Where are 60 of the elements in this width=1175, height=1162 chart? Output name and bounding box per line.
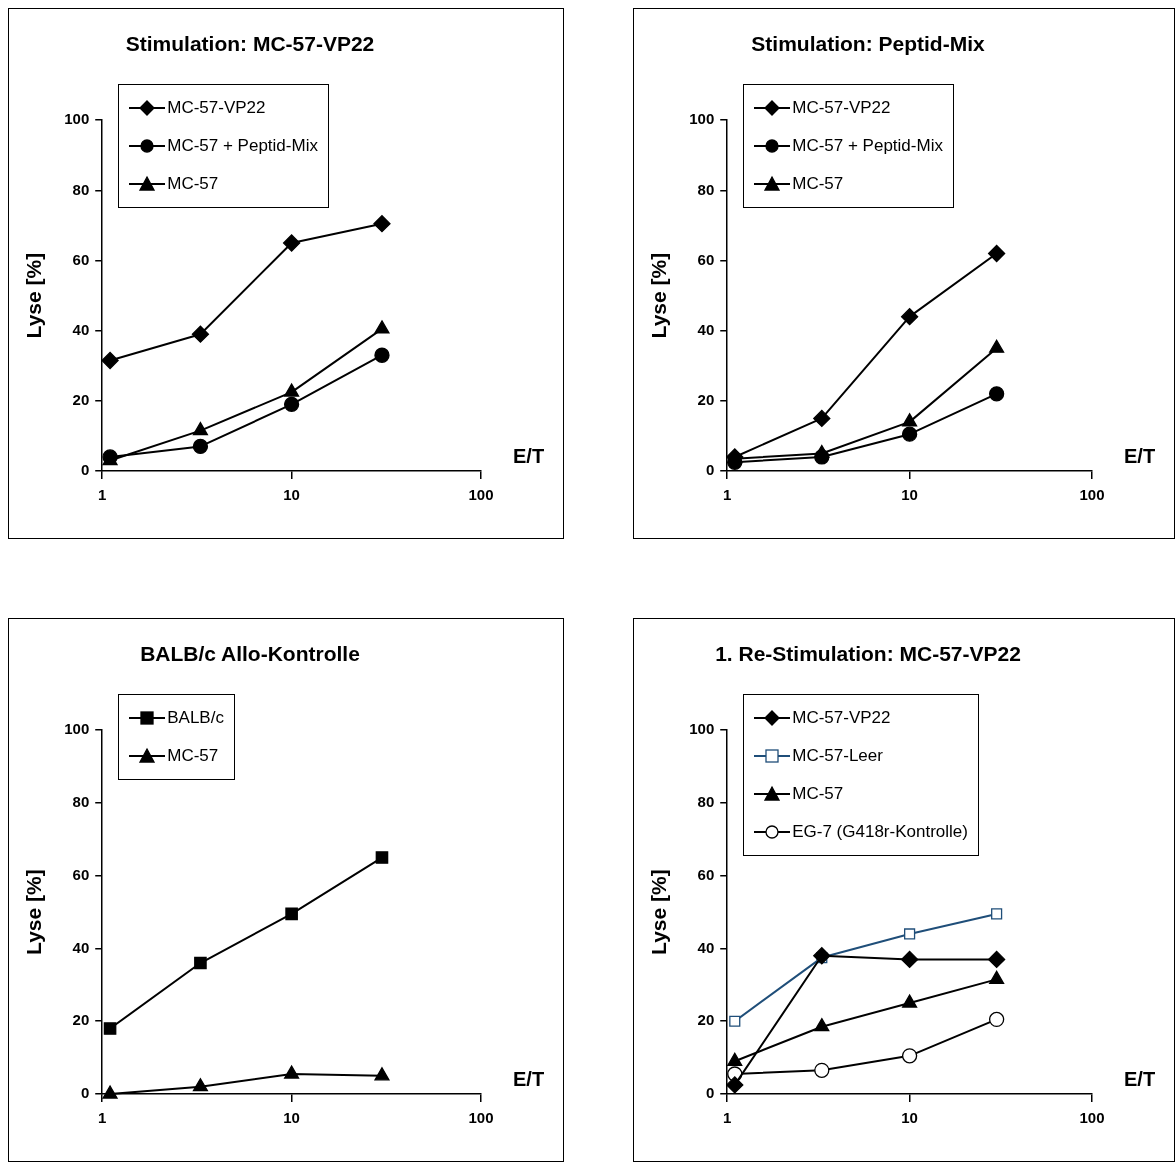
chart-title: Stimulation: Peptid-Mix bbox=[751, 32, 985, 56]
x-axis-title: E/T bbox=[513, 444, 545, 467]
x-tick-label: 100 bbox=[1079, 1109, 1105, 1127]
y-tick-label: 80 bbox=[72, 180, 90, 198]
legend-label: MC-57-VP22 bbox=[792, 708, 891, 729]
y-tick-label: 100 bbox=[64, 720, 90, 738]
y-tick-label: 60 bbox=[72, 865, 90, 883]
chart-title: 1. Re-Stimulation: MC-57-VP22 bbox=[715, 642, 1021, 666]
y-tick-label: 20 bbox=[72, 1011, 90, 1029]
y-tick-label: 60 bbox=[697, 250, 715, 268]
legend-label: MC-57 + Peptid-Mix bbox=[792, 136, 943, 157]
x-tick-label: 10 bbox=[283, 1109, 300, 1127]
x-tick-label: 100 bbox=[1079, 486, 1105, 504]
y-axis-title: Lyse [%] bbox=[647, 252, 671, 339]
y-tick-label: 40 bbox=[72, 320, 90, 338]
x-tick-label: 100 bbox=[468, 486, 494, 504]
legend-label: MC-57-VP22 bbox=[792, 98, 891, 119]
legend-label: MC-57 bbox=[792, 174, 844, 195]
y-tick-label: 0 bbox=[80, 461, 90, 479]
x-tick-label: 10 bbox=[283, 486, 300, 504]
chart-title: Stimulation: MC-57-VP22 bbox=[125, 32, 375, 56]
y-tick-label: 0 bbox=[705, 1084, 715, 1102]
y-tick-label: 40 bbox=[697, 320, 715, 338]
x-axis-title: E/T bbox=[1124, 1067, 1156, 1090]
y-tick-label: 80 bbox=[72, 793, 90, 811]
y-tick-label: 60 bbox=[697, 865, 715, 883]
legend-label: MC-57-Leer bbox=[792, 746, 883, 767]
legend-label: MC-57 bbox=[792, 784, 844, 805]
y-axis-title: Lyse [%] bbox=[22, 252, 46, 339]
legend-label: MC-57-VP22 bbox=[167, 98, 266, 119]
x-tick-label: 10 bbox=[901, 1109, 918, 1127]
y-tick-label: 80 bbox=[697, 180, 715, 198]
legend-label: MC-57 bbox=[167, 174, 219, 195]
x-axis-title: E/T bbox=[513, 1067, 545, 1090]
legend-label: EG-7 (G418r-Kontrolle) bbox=[792, 822, 968, 843]
y-tick-label: 40 bbox=[697, 938, 715, 956]
y-tick-label: 0 bbox=[80, 1084, 90, 1102]
x-tick-label: 100 bbox=[468, 1109, 494, 1127]
y-tick-label: 60 bbox=[72, 250, 90, 268]
y-tick-label: 80 bbox=[697, 793, 715, 811]
y-tick-label: 20 bbox=[72, 390, 90, 408]
y-tick-label: 100 bbox=[689, 110, 715, 128]
y-tick-label: 20 bbox=[697, 390, 715, 408]
legend-label: MC-57 + Peptid-Mix bbox=[167, 136, 318, 157]
legend-label: MC-57 bbox=[167, 746, 219, 767]
legend-label: BALB/c bbox=[167, 708, 224, 729]
y-tick-label: 0 bbox=[705, 461, 715, 479]
y-tick-label: 100 bbox=[689, 720, 715, 738]
y-tick-label: 20 bbox=[697, 1011, 715, 1029]
chart-title: BALB/c Allo-Kontrolle bbox=[140, 642, 360, 666]
y-axis-title: Lyse [%] bbox=[647, 869, 671, 955]
x-tick-label: 1 bbox=[723, 486, 732, 504]
x-tick-label: 1 bbox=[98, 1109, 107, 1127]
x-tick-label: 1 bbox=[98, 486, 107, 504]
x-tick-label: 1 bbox=[723, 1109, 732, 1127]
y-axis-title: Lyse [%] bbox=[22, 869, 46, 955]
x-axis-title: E/T bbox=[1124, 444, 1156, 467]
y-tick-label: 40 bbox=[72, 938, 90, 956]
y-tick-label: 100 bbox=[64, 110, 90, 128]
x-tick-label: 10 bbox=[901, 486, 918, 504]
